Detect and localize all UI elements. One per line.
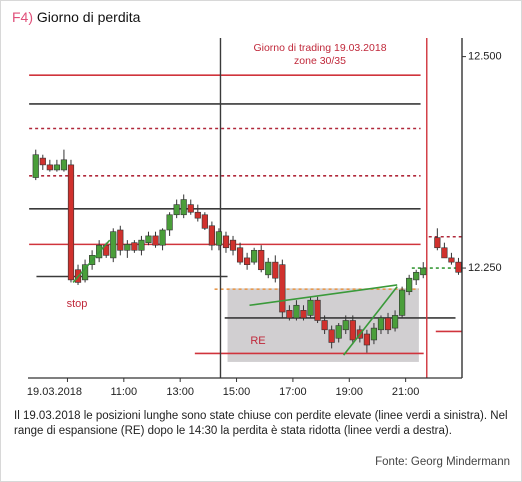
candle-body (67, 164, 75, 281)
x-tick-label: 21:00 (392, 386, 420, 398)
candle-body (434, 237, 441, 249)
trend-line (249, 284, 398, 307)
candle-body (455, 261, 462, 273)
candle-body (152, 235, 159, 246)
candle-body (307, 299, 314, 316)
candle-body (258, 249, 265, 271)
x-tick-label: 15:00 (223, 386, 251, 398)
x-tick-label: 13:00 (166, 386, 194, 398)
candle-body (138, 239, 145, 251)
y-tick-label: 12.250 (468, 262, 502, 274)
candle-body (222, 235, 230, 249)
candle-body (265, 261, 272, 276)
candle-body (229, 239, 237, 251)
caption: Il 19.03.2018 le posizioni lunghe sono s… (14, 410, 508, 437)
candle-body (377, 317, 385, 331)
candle-body (117, 229, 124, 251)
candle-body (363, 333, 370, 346)
candle-body (335, 325, 342, 339)
candle-body (391, 315, 399, 329)
candle-body (342, 320, 349, 331)
x-tick-label: 17:00 (279, 386, 307, 398)
y-tick-label: 12.500 (468, 51, 502, 63)
candle-body (286, 310, 293, 319)
candle-body (215, 231, 223, 246)
figure-title: Giorno di perdita (36, 9, 141, 25)
candle-body (406, 277, 413, 293)
candle-body (53, 164, 60, 171)
candle-body (413, 271, 420, 281)
candle-body (441, 247, 448, 259)
candle-body (124, 244, 131, 251)
candle-body (159, 229, 166, 246)
candle-body (399, 289, 406, 316)
candle-body (272, 261, 279, 279)
candle-body (180, 199, 187, 216)
source: Fonte: Georg Mindermann (375, 456, 510, 468)
x-tick-label: 19.03.2018 (27, 386, 82, 398)
chart: Giorno di trading 19.03.2018 zone 30/35 … (27, 38, 502, 398)
annotation: RE (250, 335, 265, 347)
annotation: zone 30/35 (294, 55, 346, 67)
candle-body (251, 249, 258, 263)
candle-body (349, 320, 356, 341)
candle-body (60, 159, 68, 171)
candle-body (236, 247, 244, 263)
candle-body (293, 304, 300, 319)
x-tick-label: 11:00 (110, 386, 137, 398)
candle-body (321, 320, 328, 331)
candle-body (194, 211, 201, 219)
figure-label: F4) (12, 9, 33, 25)
candle-body (32, 154, 39, 178)
annotation: Giorno di trading 19.03.2018 (253, 42, 386, 54)
candle-body (131, 242, 138, 251)
figure-header: F4) Giorno di perdita (12, 9, 140, 25)
candle-body (328, 329, 335, 343)
candle-body (279, 264, 286, 313)
candle-body (314, 299, 321, 321)
trend-line (72, 239, 111, 283)
candle-body (370, 327, 378, 341)
candle-body (244, 257, 251, 265)
x-tick-label: 19:00 (336, 386, 364, 398)
annotation: stop (67, 298, 88, 310)
candle-body (300, 310, 307, 319)
candle-body (166, 214, 173, 231)
candle-body (208, 225, 215, 246)
candle-body (173, 204, 180, 216)
candle-body (39, 157, 46, 166)
candle-body (145, 235, 152, 243)
candle-body (110, 231, 117, 259)
candle-body (420, 267, 427, 276)
candle-body (384, 317, 392, 331)
candle-body (187, 204, 194, 213)
candle-body (46, 164, 53, 171)
trend-line (343, 286, 398, 356)
candle-body (201, 214, 208, 229)
candle-body (448, 257, 455, 263)
